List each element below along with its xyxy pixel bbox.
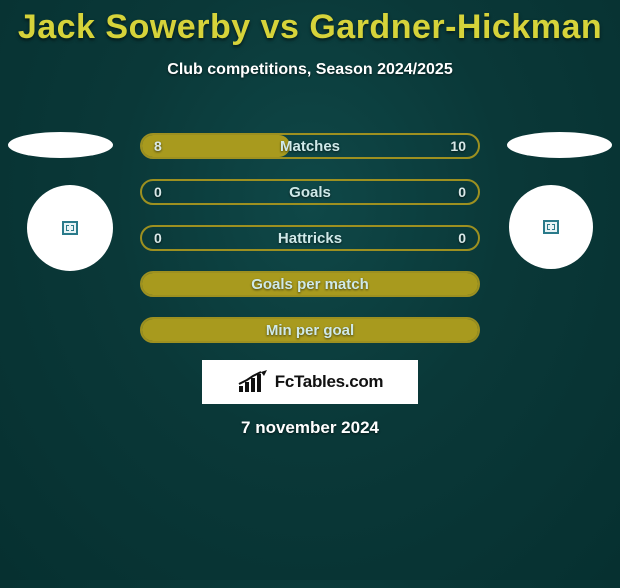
stat-row: Min per goal bbox=[140, 317, 480, 343]
player-right-avatar bbox=[509, 185, 593, 269]
stat-label: Goals bbox=[289, 184, 331, 201]
brand-badge: FcTables.com bbox=[202, 360, 418, 404]
stat-value-right: 0 bbox=[458, 230, 466, 246]
player-left-shadow bbox=[8, 132, 113, 158]
stat-value-left: 0 bbox=[154, 230, 162, 246]
page-title: Jack Sowerby vs Gardner-Hickman bbox=[0, 8, 620, 47]
placeholder-icon bbox=[543, 220, 559, 234]
stat-value-left: 0 bbox=[154, 184, 162, 200]
stat-row: Goals per match bbox=[140, 271, 480, 297]
stats-list: Matches 8 10 Goals 0 0 Hattricks 0 0 Goals per ma… bbox=[140, 133, 480, 363]
stat-row: Matches 8 10 bbox=[140, 133, 480, 159]
player-left-avatar bbox=[27, 185, 113, 271]
subtitle: Club competitions, Season 2024/2025 bbox=[0, 61, 620, 79]
brand-bars-icon bbox=[237, 370, 271, 394]
stat-row: Hattricks 0 0 bbox=[140, 225, 480, 251]
stat-label: Min per goal bbox=[266, 322, 354, 339]
stat-label: Hattricks bbox=[278, 230, 342, 247]
player-right-shadow bbox=[507, 132, 612, 158]
stat-label: Matches bbox=[280, 138, 340, 155]
date-text: 7 november 2024 bbox=[0, 418, 620, 438]
placeholder-icon bbox=[62, 221, 78, 235]
stat-value-left: 8 bbox=[154, 138, 162, 154]
stat-value-right: 0 bbox=[458, 184, 466, 200]
stat-label: Goals per match bbox=[251, 276, 369, 293]
stat-fill-left bbox=[142, 135, 290, 157]
stat-row: Goals 0 0 bbox=[140, 179, 480, 205]
brand-text: FcTables.com bbox=[275, 372, 384, 392]
stat-value-right: 10 bbox=[450, 138, 466, 154]
